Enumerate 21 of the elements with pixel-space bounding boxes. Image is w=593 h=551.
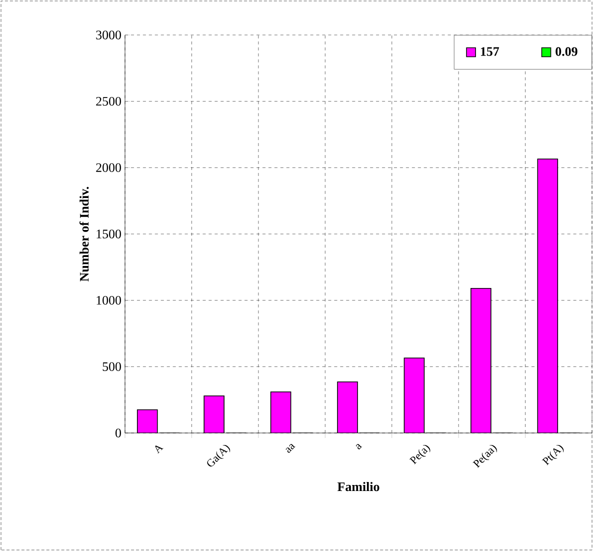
y-tick-label: 1500: [96, 230, 121, 238]
y-tick-label: 3000: [96, 30, 121, 40]
legend-label: 157: [480, 47, 500, 56]
y-tick-label: 0: [116, 428, 121, 438]
y-tick-label: 1000: [96, 296, 121, 305]
bar: [337, 382, 358, 433]
bar: [470, 288, 492, 433]
y-tick-label: 2500: [96, 96, 121, 106]
y-tick-label: 2000: [96, 163, 121, 172]
x-axis-title: Familio: [338, 482, 380, 492]
bar: [136, 409, 158, 433]
bar: [204, 395, 224, 433]
x-tick-label: a: [356, 444, 362, 450]
bar: [404, 358, 425, 433]
legend-label: 0.09: [556, 47, 578, 56]
bar: [270, 391, 292, 433]
bar: [537, 158, 558, 433]
y-axis-title: Number of Indiv.: [79, 186, 89, 282]
y-tick-label: 500: [102, 362, 121, 372]
x-tick-label: aa: [286, 444, 296, 453]
x-tick-label: A: [155, 445, 164, 454]
